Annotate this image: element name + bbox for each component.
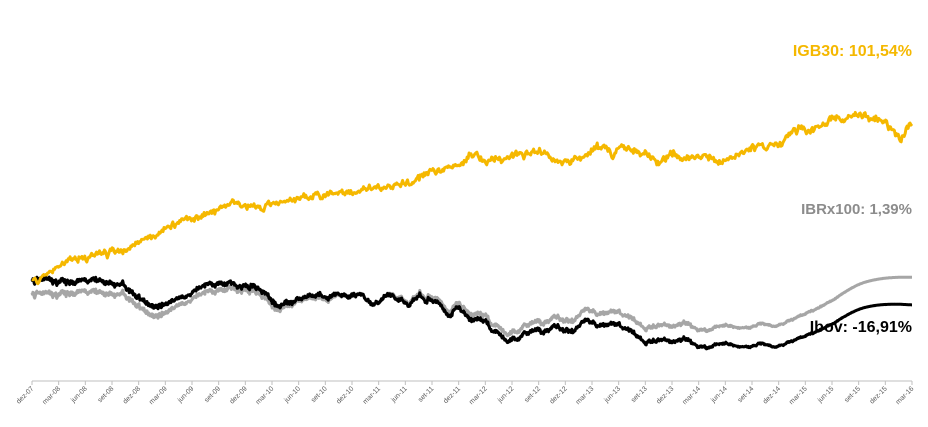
x-tick-label: dez-10 (335, 385, 355, 405)
ibrx100-end-label: IBRx100: 1,39% (801, 201, 912, 218)
x-tick-label: jun-09 (176, 385, 195, 404)
x-tick-label: set-08 (97, 385, 116, 404)
x-tick-label: dez-13 (655, 385, 675, 405)
x-tick-label: dez-12 (549, 385, 569, 405)
x-tick-label: jun-13 (603, 385, 622, 404)
series-lines (30, 110, 914, 351)
x-tick-label: set-13 (630, 385, 649, 404)
x-tick-label: dez-09 (229, 385, 249, 405)
ibrx100-line (30, 275, 914, 338)
x-tick-label: mar-13 (575, 385, 596, 406)
x-tick-label: jun-12 (496, 385, 515, 404)
x-tick-label: mar-12 (468, 385, 489, 406)
x-tick-label: set-14 (737, 385, 756, 404)
x-tick-label: set-12 (523, 385, 542, 404)
x-tick-label: dez-07 (15, 385, 35, 405)
ibov-line (30, 275, 914, 351)
x-tick-label: mar-08 (41, 385, 62, 406)
x-tick-label: dez-15 (869, 385, 889, 405)
ibov-end-label: Ibov: -16,91% (810, 319, 912, 336)
x-tick-label: mar-09 (148, 385, 169, 406)
x-tick-label: set-11 (417, 385, 435, 403)
x-tick-label: dez-11 (442, 385, 462, 405)
x-tick-label: jun-15 (816, 385, 835, 404)
x-tick-label: set-15 (843, 385, 862, 404)
x-tick-label: dez-14 (762, 385, 782, 405)
x-tick-label: jun-14 (709, 385, 728, 404)
x-tick-label: mar-11 (362, 385, 382, 405)
x-tick-label: mar-14 (681, 385, 702, 406)
x-tick-label: jun-08 (69, 385, 88, 404)
x-axis: dez-07 mar-08 jun-08 set-08 dez-08 mar-09 jun-… (15, 380, 916, 406)
igb30-end-label: IGB30: 101,54% (793, 43, 912, 60)
x-tick-label: set-09 (203, 385, 222, 404)
x-tick-label: jun-11 (390, 385, 409, 404)
x-tick-label: dez-08 (122, 385, 142, 405)
x-tick-label: mar-16 (895, 385, 916, 406)
x-tick-label: jun-10 (283, 385, 302, 404)
x-tick-label: mar-10 (255, 385, 276, 406)
series-end-labels: IGB30: 101,54% IBRx100: 1,39% Ibov: -16,91… (793, 43, 912, 336)
x-tick-label: set-10 (310, 385, 329, 404)
igb30-line (31, 110, 914, 286)
x-tick-label: mar-15 (788, 385, 809, 406)
